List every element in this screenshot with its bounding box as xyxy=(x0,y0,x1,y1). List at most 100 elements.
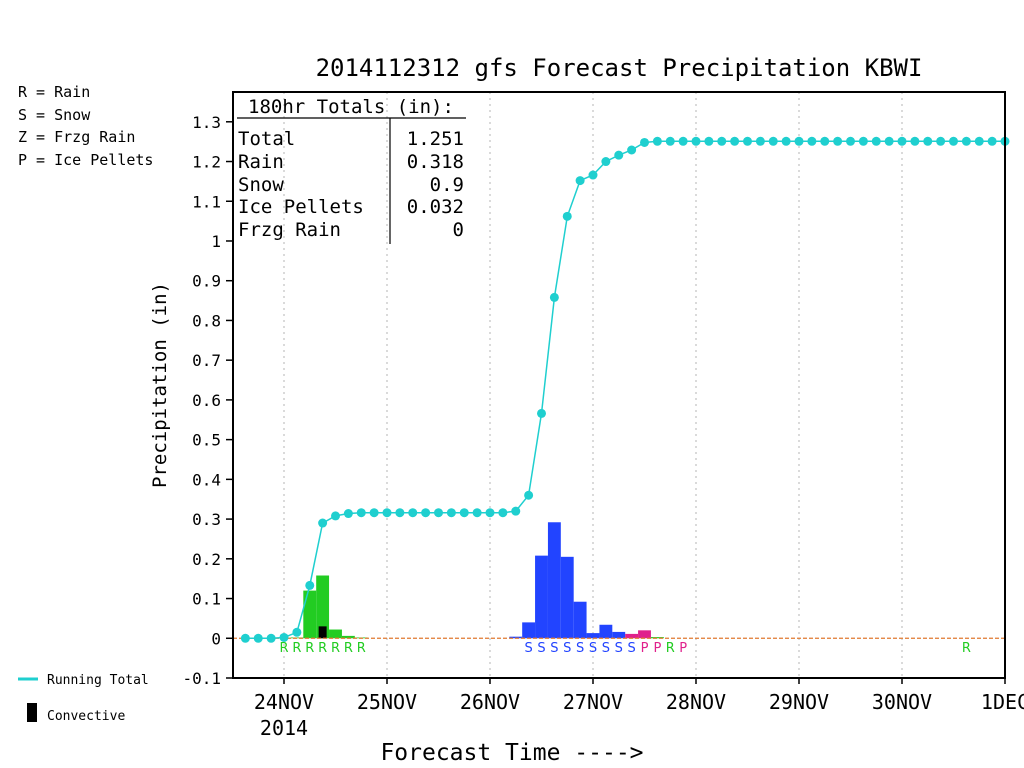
running-total-point xyxy=(691,136,701,146)
running-total-point xyxy=(897,136,907,146)
precip-type-marker: R xyxy=(292,641,301,656)
x-tick-label: 24NOV xyxy=(254,690,314,714)
running-total-point xyxy=(871,136,881,146)
totals-header: 180hr Totals (in): xyxy=(248,96,454,118)
totals-row-value: 0.318 xyxy=(407,151,464,173)
running-total-point xyxy=(511,506,521,516)
legend-frzg-rain: Z = Frzg Rain xyxy=(18,128,135,146)
x-tick-label: 25NOV xyxy=(357,690,417,714)
precip-bar xyxy=(522,622,536,639)
running-total-point xyxy=(730,136,740,146)
precip-type-marker: R xyxy=(279,641,288,656)
y-tick-label: 0 xyxy=(211,629,221,648)
running-total-point xyxy=(240,633,250,643)
running-total-point xyxy=(910,136,920,146)
running-total-point xyxy=(537,408,546,418)
totals-row-label: Snow xyxy=(238,174,284,196)
x-tick-sublabel: 2014 xyxy=(260,716,308,740)
running-total-point xyxy=(408,508,418,518)
running-total-point xyxy=(755,136,765,146)
precip-type-marker: R xyxy=(331,641,340,656)
running-total-point xyxy=(331,511,340,521)
running-total-point xyxy=(846,136,855,146)
running-total-point xyxy=(923,136,933,146)
y-tick-label: 0.5 xyxy=(192,431,221,450)
totals-row-value: 0.9 xyxy=(430,174,464,196)
running-total-point xyxy=(833,136,843,146)
y-tick-label: 0.3 xyxy=(192,510,221,529)
precip-type-marker: R xyxy=(357,641,366,656)
running-total-point xyxy=(318,518,328,528)
y-tick-label: 0.2 xyxy=(192,550,221,569)
y-tick-label: 0.4 xyxy=(192,470,221,489)
running-total-point xyxy=(369,508,379,518)
running-total-point xyxy=(588,170,598,180)
totals-row-value: 0.032 xyxy=(407,196,464,218)
precip-bar xyxy=(316,575,330,639)
precip-bar xyxy=(650,637,664,639)
x-tick-label: 26NOV xyxy=(460,690,520,714)
running-total-point xyxy=(343,509,353,519)
running-total-point xyxy=(356,508,366,518)
type-legend: R = Rain S = Snow Z = Frzg Rain P = Ice … xyxy=(18,83,153,169)
running-total-point xyxy=(601,157,611,167)
precip-type-marker: R xyxy=(305,641,314,656)
x-tick-label: 29NOV xyxy=(769,690,829,714)
running-total-point xyxy=(446,508,456,518)
running-total-point xyxy=(524,490,534,500)
precip-type-marker: P xyxy=(653,641,661,656)
running-total-point xyxy=(717,136,727,146)
running-total-point xyxy=(974,136,984,146)
plot-frame xyxy=(232,91,1006,679)
precip-bar xyxy=(547,522,561,639)
chart-title: 2014112312 gfs Forecast Precipitation KB… xyxy=(316,54,923,82)
running-total-point xyxy=(640,137,649,147)
running-total-point xyxy=(794,136,804,146)
running-total-point xyxy=(421,508,431,518)
precip-type-marker: S xyxy=(524,641,532,656)
convective-bars xyxy=(318,626,327,639)
convective-bar xyxy=(318,626,327,639)
running-total-point xyxy=(781,136,791,146)
running-total-point xyxy=(549,292,559,302)
running-total-point xyxy=(279,632,289,642)
running-total-point xyxy=(305,580,315,590)
running-total-point xyxy=(987,136,997,146)
precip-bar xyxy=(612,631,626,639)
precip-type-marker: R xyxy=(962,641,971,656)
running-total-point xyxy=(704,136,714,146)
running-total-legend-label: Running Total xyxy=(47,673,149,688)
x-axis-label: Forecast Time ----> xyxy=(380,740,643,766)
y-tick-label: -0.1 xyxy=(182,669,221,688)
precip-type-marker: R xyxy=(344,641,353,656)
running-total-point xyxy=(498,508,508,518)
x-tick-label: 30NOV xyxy=(872,690,932,714)
precip-bar xyxy=(638,630,651,639)
precip-bar xyxy=(509,636,523,639)
running-total-point xyxy=(485,508,495,518)
y-tick-label: 1.2 xyxy=(192,153,221,172)
running-total-point xyxy=(395,508,405,518)
precip-bar xyxy=(586,633,600,639)
totals-row-label: Rain xyxy=(238,151,284,173)
precip-type-marker: P xyxy=(641,641,649,656)
running-total-point xyxy=(253,633,263,643)
precip-type-marker: S xyxy=(627,641,635,656)
running-total-point xyxy=(575,176,585,186)
precip-type-marker: S xyxy=(615,641,623,656)
y-tick-label: 1.3 xyxy=(192,113,221,132)
precip-bar xyxy=(329,629,342,639)
x-tick-label: 28NOV xyxy=(666,690,726,714)
running-total-point xyxy=(382,508,392,518)
running-total-point xyxy=(820,136,830,146)
precip-type-marker: R xyxy=(318,641,327,656)
legend-rain: R = Rain xyxy=(18,83,90,101)
running-total-point xyxy=(768,136,778,146)
y-axis-label: Precipitation (in) xyxy=(149,282,171,488)
totals-row-value: 1.251 xyxy=(407,128,464,150)
precip-type-marker: P xyxy=(679,641,687,656)
totals-row-label: Frzg Rain xyxy=(238,219,341,241)
y-tick-label: 0.1 xyxy=(192,590,221,609)
precip-type-marker: S xyxy=(537,641,545,656)
